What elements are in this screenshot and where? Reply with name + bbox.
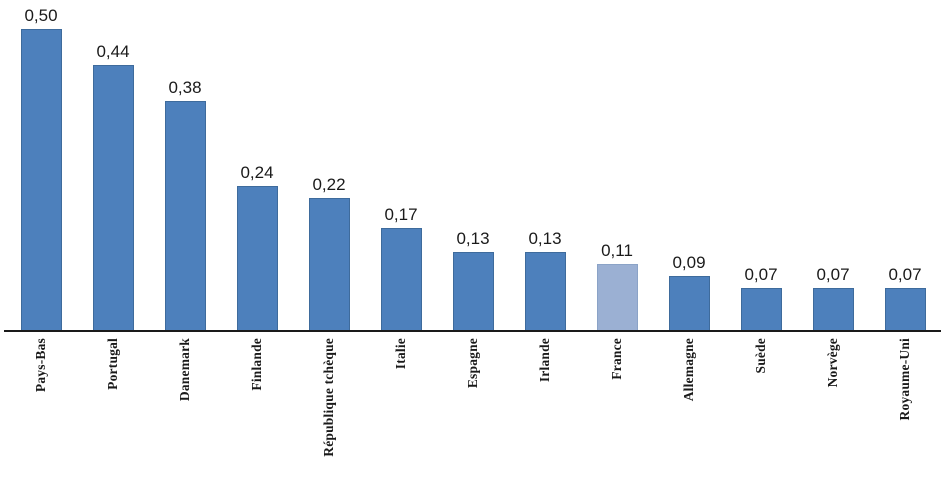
bar-value-label: 0,07 — [816, 265, 850, 284]
bar — [740, 288, 782, 330]
x-axis-label-cell: Espagne — [437, 338, 509, 478]
x-axis-label-cell: Royaume-Uni — [869, 338, 941, 478]
x-axis-label: Espagne — [465, 338, 480, 389]
bar — [884, 288, 926, 330]
bar — [308, 198, 350, 330]
bar-value-label: 0,50 — [24, 6, 58, 25]
bar-column: 0,07 — [869, 265, 941, 330]
x-axis-label: Portugal — [105, 338, 120, 390]
x-axis-label: Danemark — [177, 338, 192, 402]
bar-value-label: 0,38 — [168, 78, 202, 97]
plot-area: 0,50 0,44 0,38 0,24 0,22 0,17 0,13 0,13 0,11 0,09… — [5, 0, 941, 330]
bar-column: 0,13 — [509, 229, 581, 330]
bar-column: 0,07 — [797, 265, 869, 330]
bar-column: 0,38 — [149, 78, 221, 330]
x-axis-label-cell: France — [581, 338, 653, 478]
x-axis-label-cell: Finlande — [221, 338, 293, 478]
x-axis-label-cell: République tchèque — [293, 338, 365, 478]
bar-value-label: 0,07 — [744, 265, 778, 284]
bar-highlighted — [596, 264, 638, 330]
x-axis-label-cell: Norvège — [797, 338, 869, 478]
x-axis-label: Irlande — [537, 338, 552, 383]
bar-column: 0,13 — [437, 229, 509, 330]
bar-value-label: 0,44 — [96, 42, 130, 61]
x-axis-label-cell: Pays-Bas — [5, 338, 77, 478]
bar — [812, 288, 854, 330]
bar-column: 0,17 — [365, 205, 437, 330]
x-axis-line — [4, 330, 941, 332]
x-axis-label-cell: Irlande — [509, 338, 581, 478]
bar — [524, 252, 566, 330]
x-axis-label-cell: Suède — [725, 338, 797, 478]
x-axis-label: Pays-Bas — [33, 338, 48, 393]
bar-value-label: 0,22 — [312, 175, 346, 194]
bar — [20, 29, 62, 330]
bar — [92, 65, 134, 330]
x-axis-label: Finlande — [249, 338, 264, 391]
bar-value-label: 0,17 — [384, 205, 418, 224]
x-axis-label-cell: Allemagne — [653, 338, 725, 478]
bar — [164, 101, 206, 330]
bar-column: 0,24 — [221, 163, 293, 330]
bar-value-label: 0,13 — [456, 229, 490, 248]
x-axis-labels: Pays-Bas Portugal Danemark Finlande Républiq… — [5, 338, 941, 478]
x-axis-label: Royaume-Uni — [897, 338, 912, 421]
x-axis-label: France — [609, 338, 624, 380]
bar — [668, 276, 710, 330]
bar-column: 0,22 — [293, 175, 365, 330]
bar-value-label: 0,07 — [888, 265, 922, 284]
bar-column: 0,50 — [5, 6, 77, 330]
x-axis-label-cell: Italie — [365, 338, 437, 478]
bar-column: 0,07 — [725, 265, 797, 330]
x-axis-label: Norvège — [825, 338, 840, 388]
bar-column: 0,44 — [77, 42, 149, 330]
x-axis-label: République tchèque — [321, 338, 336, 457]
x-axis-label: Suède — [753, 338, 768, 374]
x-axis-label-cell: Portugal — [77, 338, 149, 478]
bar-value-label: 0,09 — [672, 253, 706, 272]
bar-column: 0,11 — [581, 241, 653, 330]
bar-value-label: 0,24 — [240, 163, 274, 182]
bar-value-label: 0,13 — [528, 229, 562, 248]
bar-value-label: 0,11 — [601, 241, 633, 260]
bar-column: 0,09 — [653, 253, 725, 330]
x-axis-label-cell: Danemark — [149, 338, 221, 478]
bar — [452, 252, 494, 330]
x-axis-label: Italie — [393, 338, 408, 370]
bar — [380, 228, 422, 330]
x-axis-label: Allemagne — [681, 338, 696, 402]
bar — [236, 186, 278, 330]
